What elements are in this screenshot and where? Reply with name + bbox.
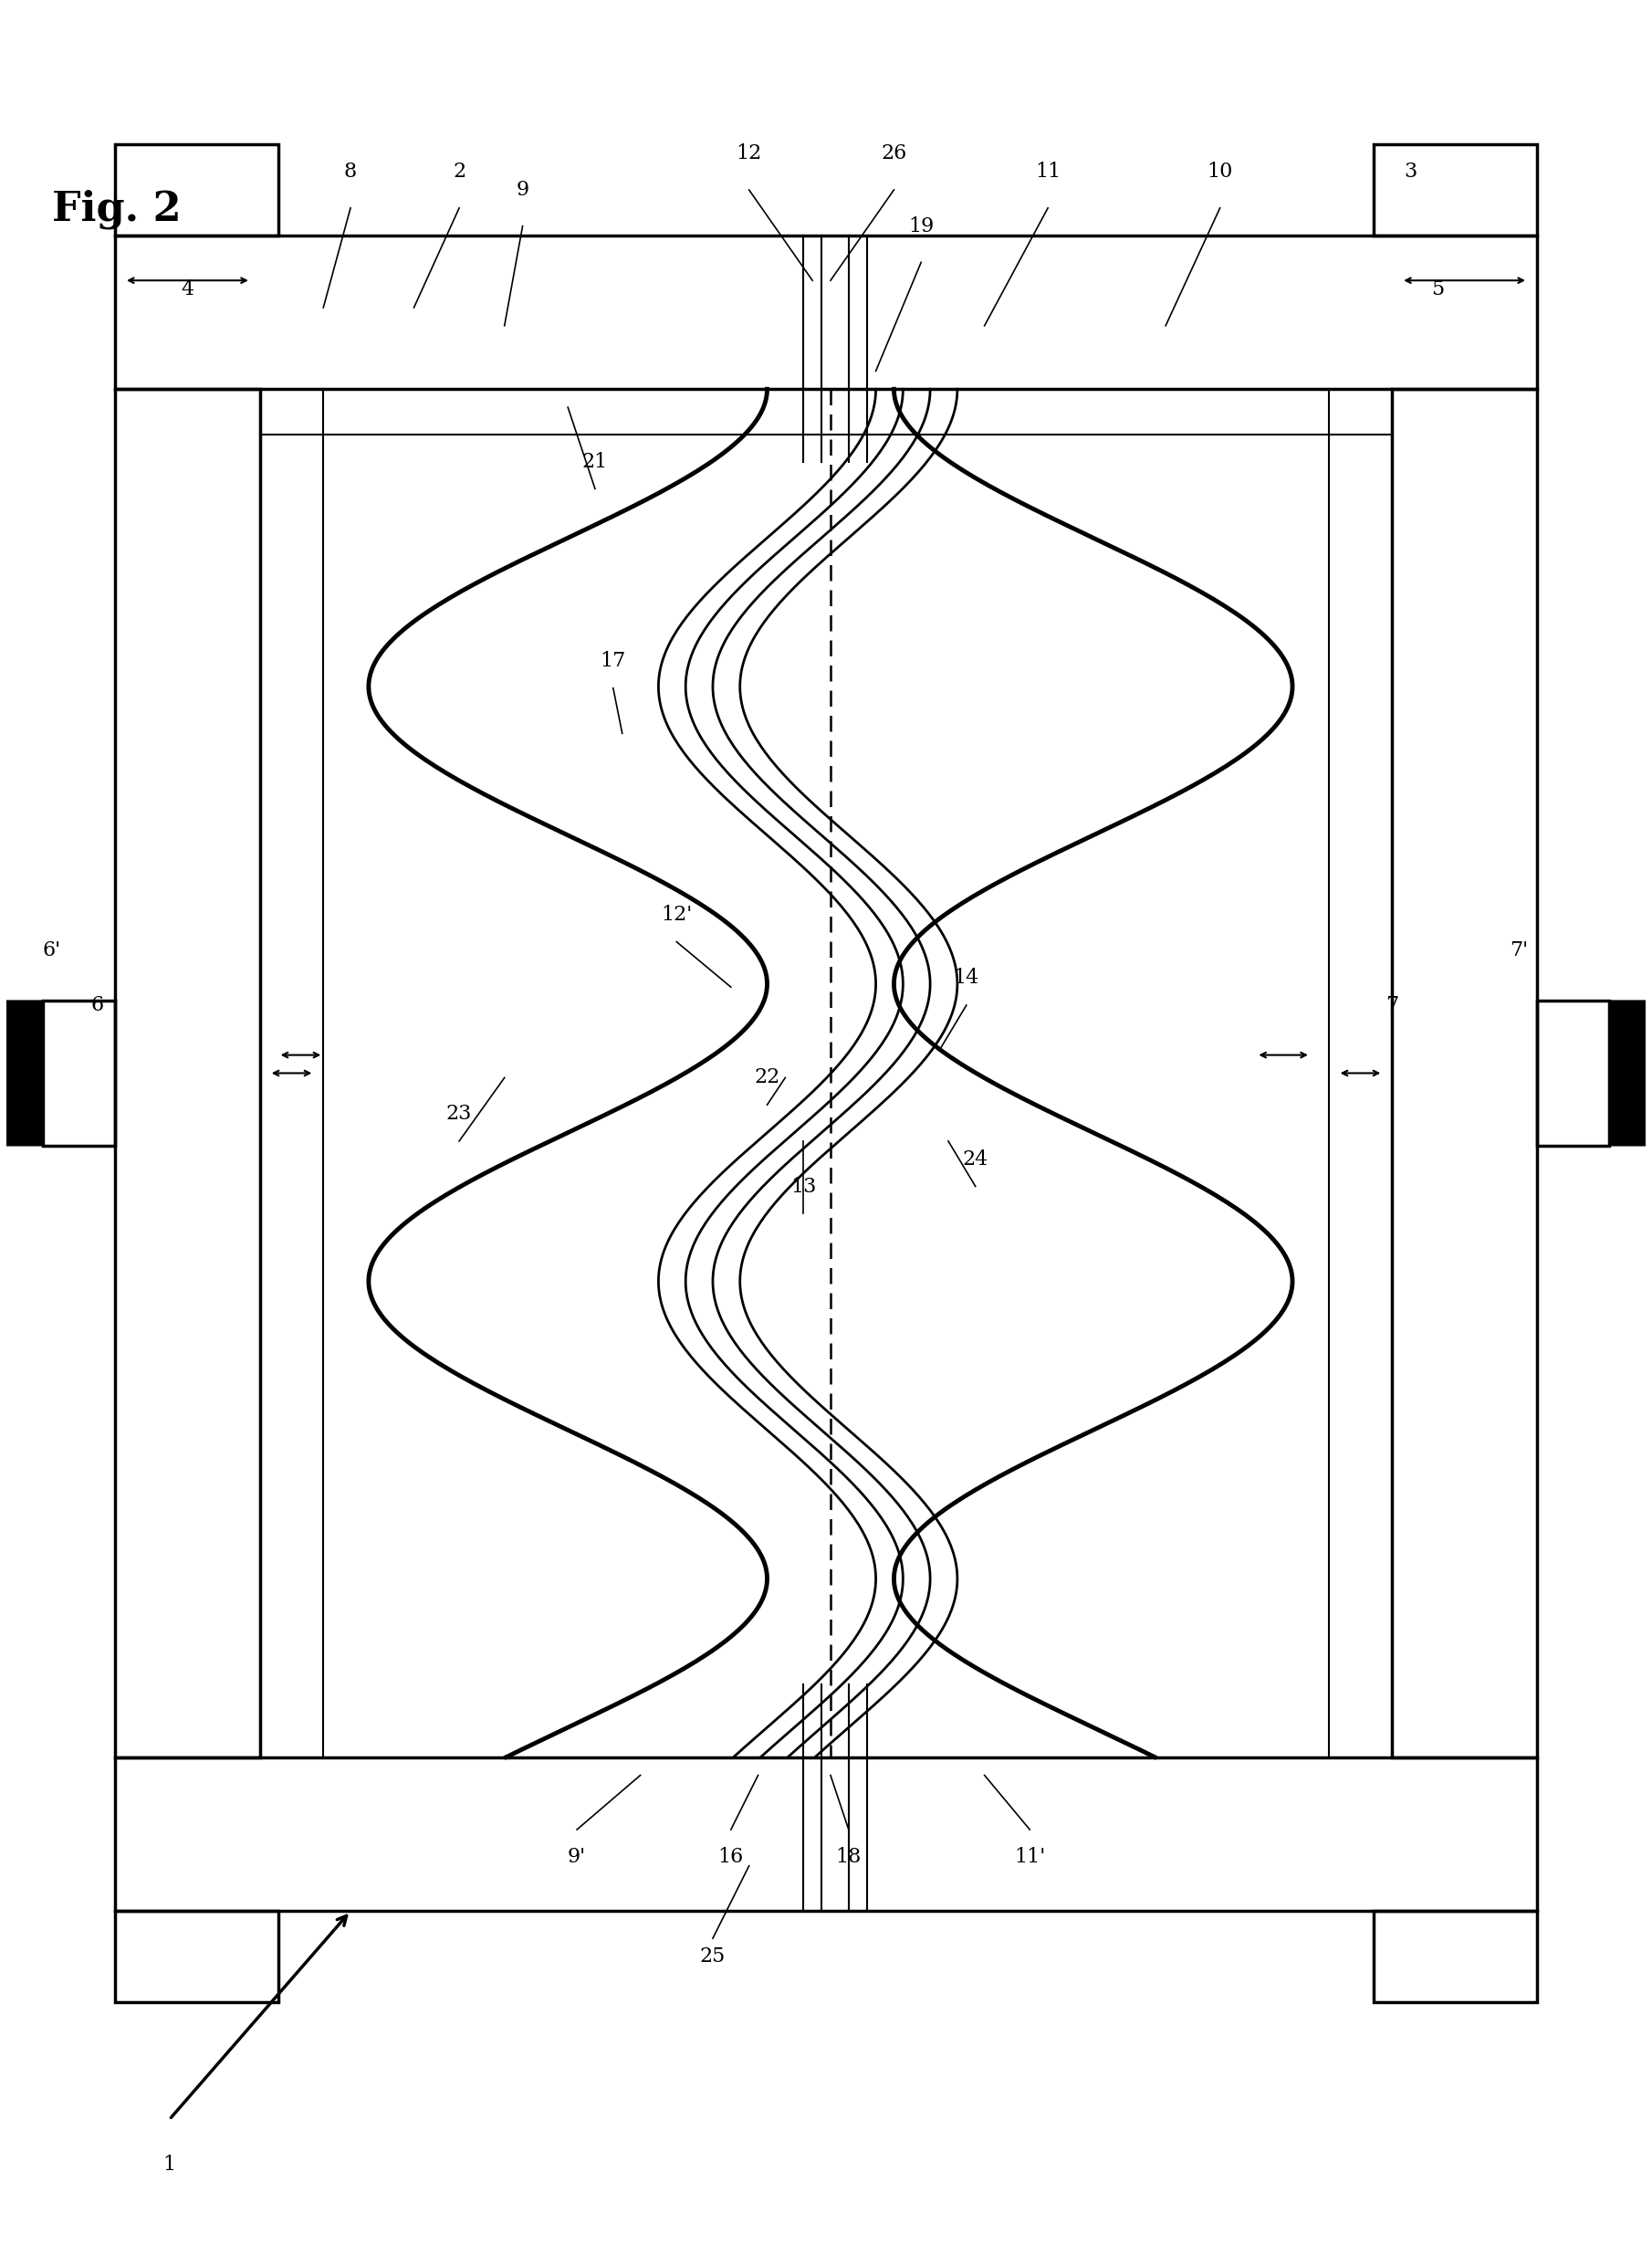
Polygon shape	[0, 1001, 43, 1146]
Text: 1: 1	[164, 2156, 175, 2174]
Text: 5: 5	[1431, 280, 1444, 300]
Text: 19: 19	[909, 216, 933, 237]
Text: 25: 25	[700, 1946, 725, 1966]
Text: 22: 22	[755, 1067, 780, 1087]
Text: 3: 3	[1404, 162, 1417, 183]
Bar	[1393, 390, 1536, 1757]
Text: 26: 26	[881, 144, 907, 165]
Text: 8: 8	[344, 162, 357, 183]
Bar	[116, 1912, 278, 2002]
Text: 7': 7'	[1510, 940, 1528, 961]
Bar	[116, 235, 1536, 390]
Text: 23: 23	[446, 1105, 472, 1123]
Text: 7: 7	[1386, 994, 1399, 1015]
Text: 12': 12'	[661, 904, 692, 925]
Bar	[116, 390, 259, 1757]
Polygon shape	[1609, 1001, 1652, 1146]
Bar	[1374, 144, 1536, 235]
Text: Fig. 2: Fig. 2	[51, 189, 180, 230]
Bar	[1374, 1912, 1536, 2002]
Bar	[116, 1757, 1536, 1912]
Text: 9': 9'	[568, 1847, 586, 1867]
Text: 2: 2	[453, 162, 466, 183]
Text: 21: 21	[582, 451, 608, 471]
Text: 6': 6'	[43, 940, 61, 961]
Text: 11: 11	[1036, 162, 1061, 183]
Text: 9: 9	[515, 180, 529, 201]
Bar	[1536, 1001, 1609, 1146]
Text: 6: 6	[91, 994, 104, 1015]
Text: 10: 10	[1208, 162, 1232, 183]
Text: 18: 18	[836, 1847, 862, 1867]
Text: 12: 12	[737, 144, 762, 165]
Text: 24: 24	[963, 1150, 988, 1170]
Bar	[116, 144, 278, 235]
Text: 13: 13	[790, 1177, 816, 1197]
Text: 11': 11'	[1014, 1847, 1046, 1867]
Text: 4: 4	[182, 280, 193, 300]
Bar	[43, 1001, 116, 1146]
Text: 16: 16	[719, 1847, 743, 1867]
Text: 14: 14	[953, 967, 980, 988]
Text: 17: 17	[600, 652, 626, 672]
